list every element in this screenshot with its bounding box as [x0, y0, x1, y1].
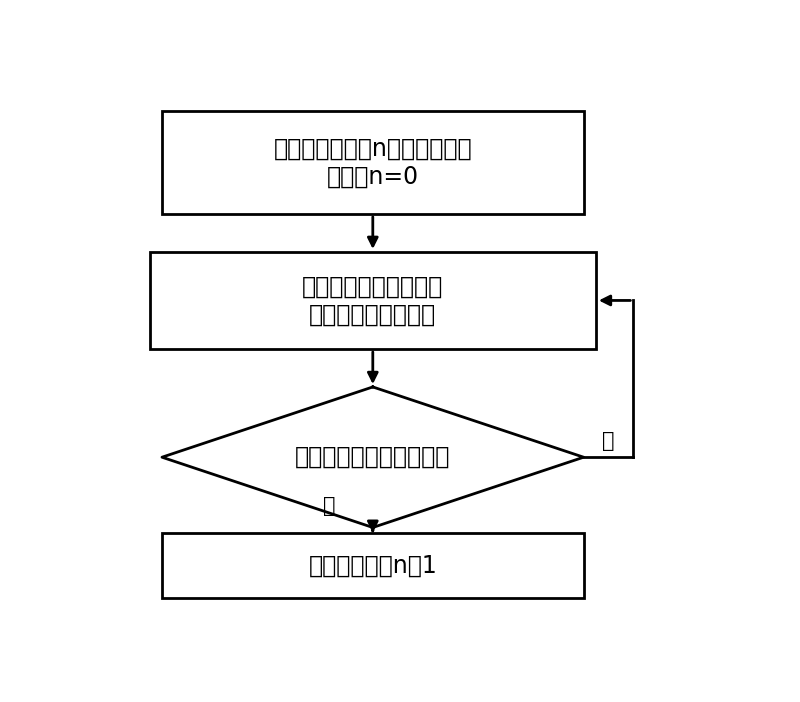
- Text: 对覆盖写入次数n执行初始化，
即设置n=0: 对覆盖写入次数n执行初始化， 即设置n=0: [274, 137, 472, 189]
- Bar: [162, 112, 584, 214]
- Text: 覆盖写入次数n加1: 覆盖写入次数n加1: [309, 553, 437, 577]
- Bar: [162, 533, 584, 598]
- Text: 否: 否: [602, 431, 614, 451]
- Polygon shape: [162, 387, 584, 527]
- Bar: [150, 252, 596, 349]
- Text: 是否监测到写操作事件？: 是否监测到写操作事件？: [295, 445, 450, 469]
- Text: 对一个固定的物理地址
空间进行写操作监测: 对一个固定的物理地址 空间进行写操作监测: [302, 274, 443, 326]
- Text: 是: 是: [323, 496, 336, 516]
